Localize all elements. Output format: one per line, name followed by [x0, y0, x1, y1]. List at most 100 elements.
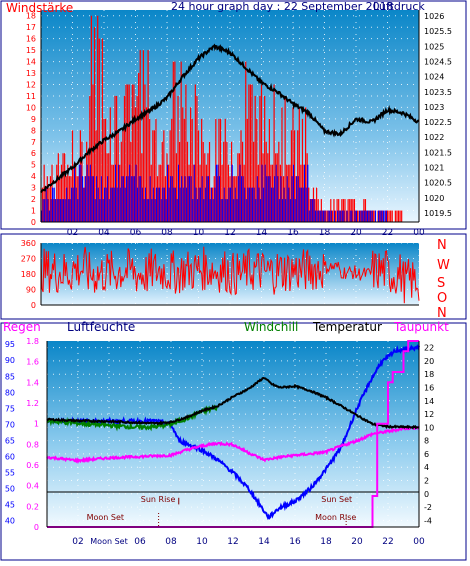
- pressure-tick-label: 1020.5: [424, 179, 452, 188]
- wind-tick-label: 15: [26, 46, 36, 55]
- windchill-line: [46, 404, 219, 432]
- moon-rise-label: Moon Rise: [315, 513, 356, 522]
- middle-panel-frame: [0, 233, 467, 320]
- top-x-tick-label: 02: [67, 228, 78, 238]
- bottom-x-tick-label: 22: [382, 537, 393, 547]
- temp-tick-label: 20: [424, 357, 434, 366]
- feuchte-tick-label: 60: [5, 452, 15, 461]
- wind-tick-label: 9: [31, 115, 36, 124]
- top-panel-frame: [0, 0, 467, 230]
- wind-tick-label: 11: [26, 92, 36, 101]
- temp-tick-label: 6: [424, 450, 429, 459]
- pressure-tick-label: 1021: [424, 163, 444, 172]
- temp-tick-label: 0: [424, 490, 429, 499]
- feuchte-tick-label: 45: [5, 501, 15, 510]
- pressure-tick-label: 1025: [424, 42, 444, 51]
- feuchte-tick-label: 50: [5, 485, 15, 494]
- wind-tick-label: 8: [31, 126, 36, 135]
- feuchte-tick-label: 85: [5, 372, 15, 381]
- bottom-panel-frame: [0, 322, 467, 561]
- top-x-tick-label: 10: [193, 228, 205, 238]
- top-x-tick-label: 16: [287, 228, 299, 238]
- top-x-tick-label: 12: [224, 228, 235, 238]
- pressure-tick-label: 1023: [424, 103, 444, 112]
- top-x-tick-label: 00: [413, 228, 425, 238]
- direction-tick-label: 0: [31, 301, 36, 310]
- regen-label: Regen: [3, 320, 41, 334]
- wind-tick-label: 1: [31, 207, 36, 216]
- luftfeuchte-label: Luftfeuchte: [67, 320, 135, 334]
- temperature-line: [46, 376, 420, 430]
- regen-tick-label: 1.4: [26, 378, 39, 387]
- middle-axes: 0 90 180 270 360: [21, 239, 419, 310]
- pressure-tick-label: 1019.5: [424, 209, 452, 218]
- wind-tick-label: 18: [26, 12, 36, 21]
- windchill-label: Windchill: [244, 320, 298, 334]
- top-axes: 01234567891011121314151617181019.5102010…: [26, 10, 452, 238]
- graph-title: 24 hour graph day : 22 September 2018: [171, 0, 394, 13]
- compass-w: W: [437, 258, 450, 273]
- wind-tick-label: 2: [31, 195, 36, 204]
- bottom-x-tick-label: 10: [196, 537, 208, 547]
- temp-tick-label: 16: [424, 384, 434, 393]
- regen-tick-label: 1.8: [26, 337, 39, 346]
- wind-tick-label: 16: [26, 35, 36, 44]
- taupunkt-label: Taupunkt: [393, 320, 449, 334]
- regen-tick-label: 0.4: [26, 482, 39, 491]
- temp-tick-label: -4: [424, 516, 432, 525]
- wind-tick-label: 10: [26, 103, 36, 112]
- compass-s: S: [437, 276, 445, 291]
- bottom-x-tick-label: 16: [289, 537, 301, 547]
- bottom-x-tick-label: 08: [165, 537, 177, 547]
- wind-tick-label: 3: [31, 184, 36, 193]
- feuchte-tick-label: 80: [5, 388, 15, 397]
- luftdruck-label: Luftdruck: [373, 0, 425, 13]
- temperatur-label: Temperatur: [312, 320, 382, 334]
- regen-tick-label: 0.2: [26, 502, 39, 511]
- top-x-tick-label: 18: [319, 228, 331, 238]
- pressure-tick-label: 1023.5: [424, 88, 452, 97]
- sun-rise-label: Sun Rise: [141, 495, 176, 504]
- dewpoint-line: [46, 425, 420, 464]
- pressure-line: [40, 43, 420, 193]
- wind-tick-label: 12: [26, 80, 36, 89]
- pressure-tick-label: 1021.5: [424, 148, 452, 157]
- temp-tick-label: 14: [424, 397, 434, 406]
- temp-tick-label: 22: [424, 344, 434, 353]
- top-x-tick-label: 14: [256, 228, 268, 238]
- bottom-x-tick-label: 14: [258, 537, 270, 547]
- wind-tick-label: 17: [26, 23, 36, 32]
- compass-n-bottom: N: [437, 306, 447, 321]
- direction-tick-label: 360: [21, 239, 36, 248]
- regen-tick-label: 1.2: [26, 399, 39, 408]
- rain-line: [47, 340, 419, 528]
- windstaerke-label: Windstärke: [6, 1, 73, 15]
- feuchte-tick-label: 70: [5, 420, 15, 429]
- pressure-tick-label: 1022.5: [424, 118, 452, 127]
- top-x-tick-label: 04: [98, 228, 110, 238]
- wind-tick-label: 13: [26, 69, 36, 78]
- wind-tick-label: 4: [31, 172, 36, 181]
- compass-labels: N W S O N: [437, 238, 450, 321]
- pressure-tick-label: 1024.5: [424, 57, 452, 66]
- wind-direction-trace: [40, 246, 420, 304]
- feuchte-tick-label: 65: [5, 436, 15, 445]
- feuchte-tick-label: 75: [5, 404, 15, 413]
- regen-tick-label: 0.6: [26, 461, 39, 470]
- bottom-plot-area: [47, 341, 419, 527]
- temp-tick-label: 4: [424, 463, 429, 472]
- top-x-tick-label: 22: [382, 228, 393, 238]
- bottom-grid: [47, 341, 420, 527]
- temp-tick-label: 8: [424, 437, 429, 446]
- temp-tick-label: -2: [424, 503, 432, 512]
- moon-set-axis-label: Moon Set: [90, 537, 127, 546]
- direction-tick-label: 90: [26, 286, 36, 295]
- regen-tick-label: 0: [34, 523, 39, 532]
- top-x-tick-label: 08: [161, 228, 173, 238]
- temp-tick-label: 2: [424, 477, 429, 486]
- pressure-tick-label: 1025.5: [424, 27, 452, 36]
- bottom-x-tick-label: 06: [134, 537, 146, 547]
- top-x-tick-label: 20: [350, 228, 362, 238]
- bottom-x-tick-label: 18: [320, 537, 332, 547]
